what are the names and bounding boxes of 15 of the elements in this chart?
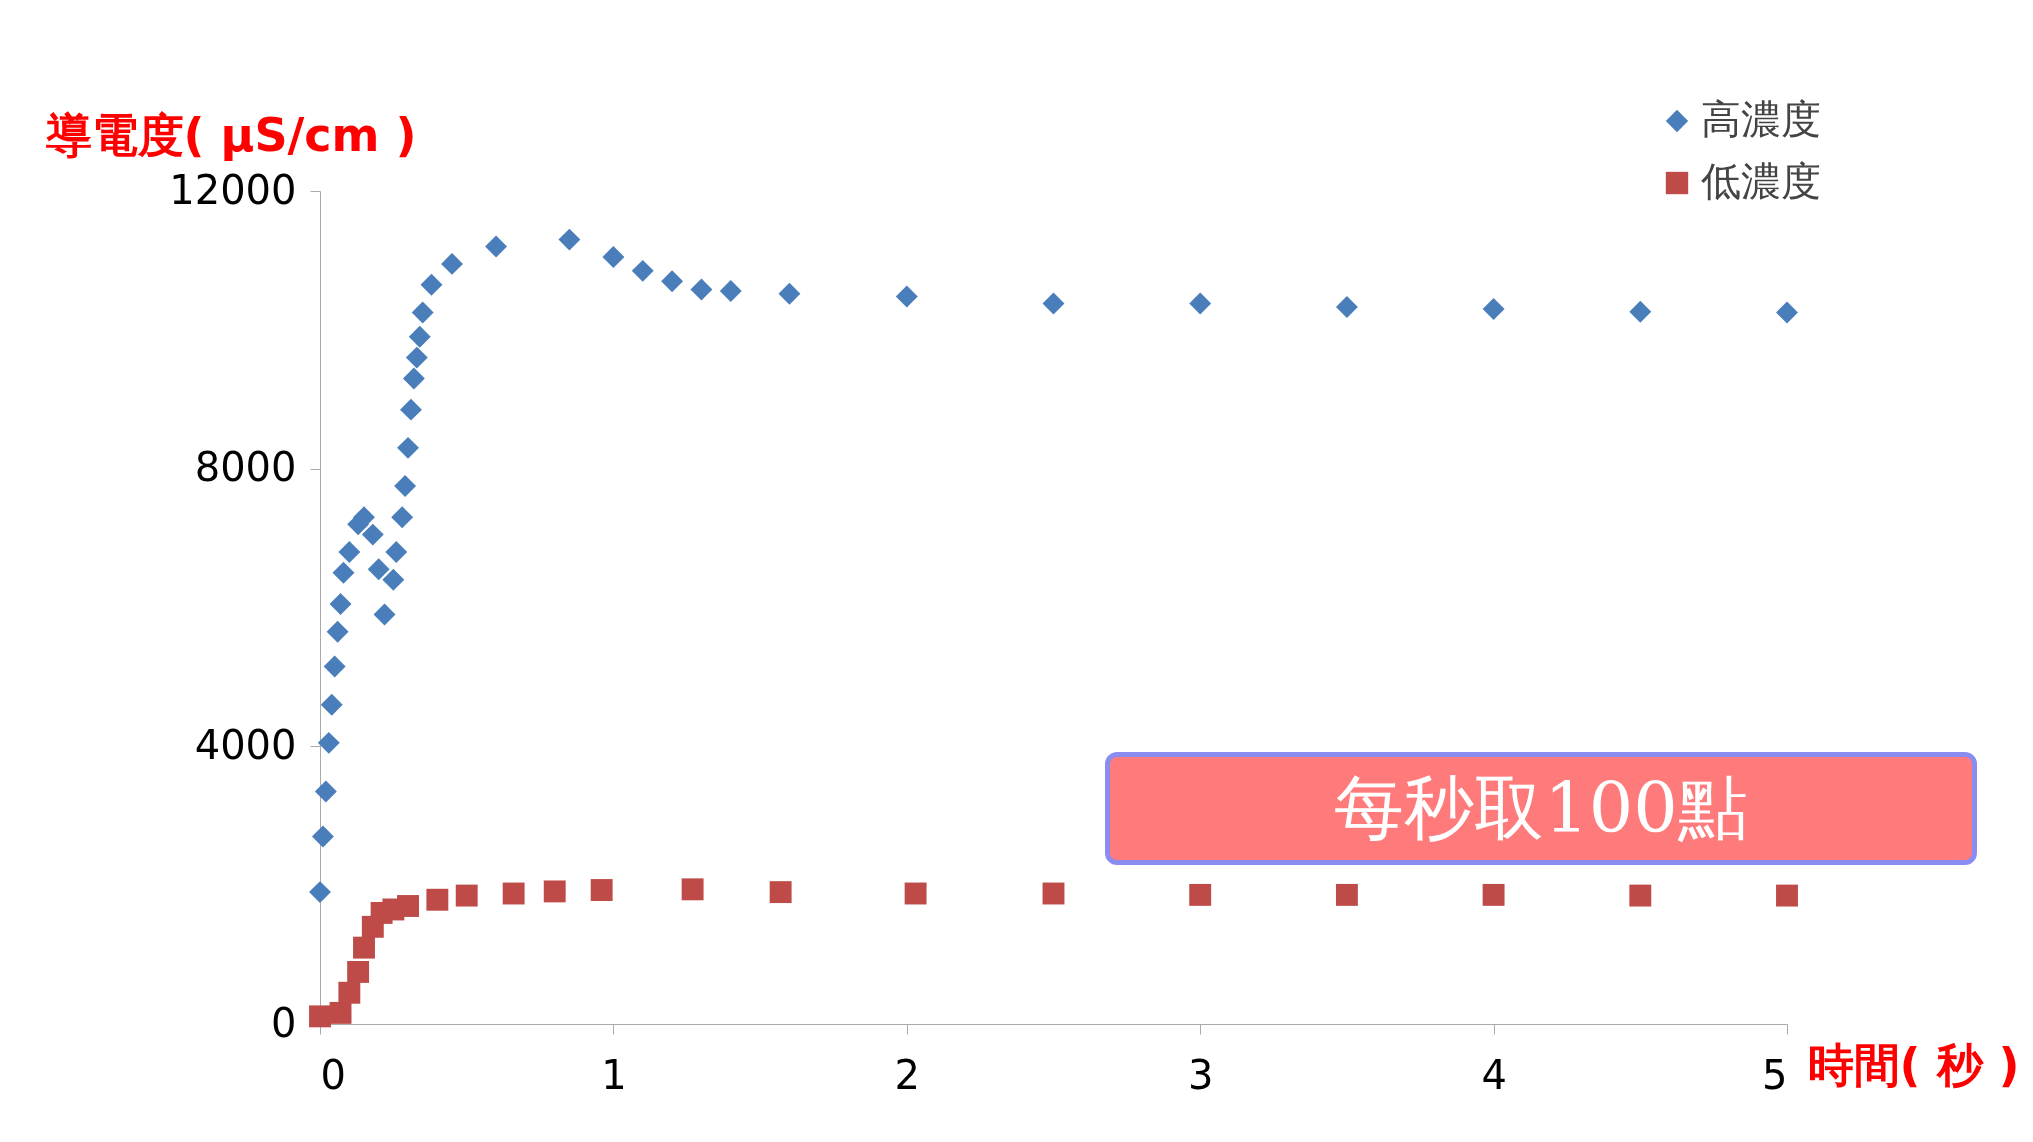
x-tick-label: 4 xyxy=(1481,1051,1507,1098)
y-axis-title: 導電度( μS/cm ) xyxy=(44,107,417,162)
annotation: 每秒取100點 xyxy=(1333,765,1749,851)
y-tick-label: 12000 xyxy=(169,166,297,213)
legend-label: 低濃度 xyxy=(1701,158,1821,204)
x-axis-title: 時間( 秒 ) xyxy=(1807,1037,2020,1092)
y-tick-label: 8000 xyxy=(194,444,297,491)
x-tick-label: 5 xyxy=(1762,1051,1788,1098)
legend-label: 高濃度 xyxy=(1701,96,1821,142)
y-tick-label: 0 xyxy=(271,999,297,1046)
x-tick-label: 1 xyxy=(601,1051,627,1098)
x-tick-label: 3 xyxy=(1187,1051,1214,1098)
x-tick-label: 2 xyxy=(894,1051,921,1098)
x-tick-label: 0 xyxy=(320,1051,346,1098)
y-tick-label: 4000 xyxy=(194,721,297,768)
